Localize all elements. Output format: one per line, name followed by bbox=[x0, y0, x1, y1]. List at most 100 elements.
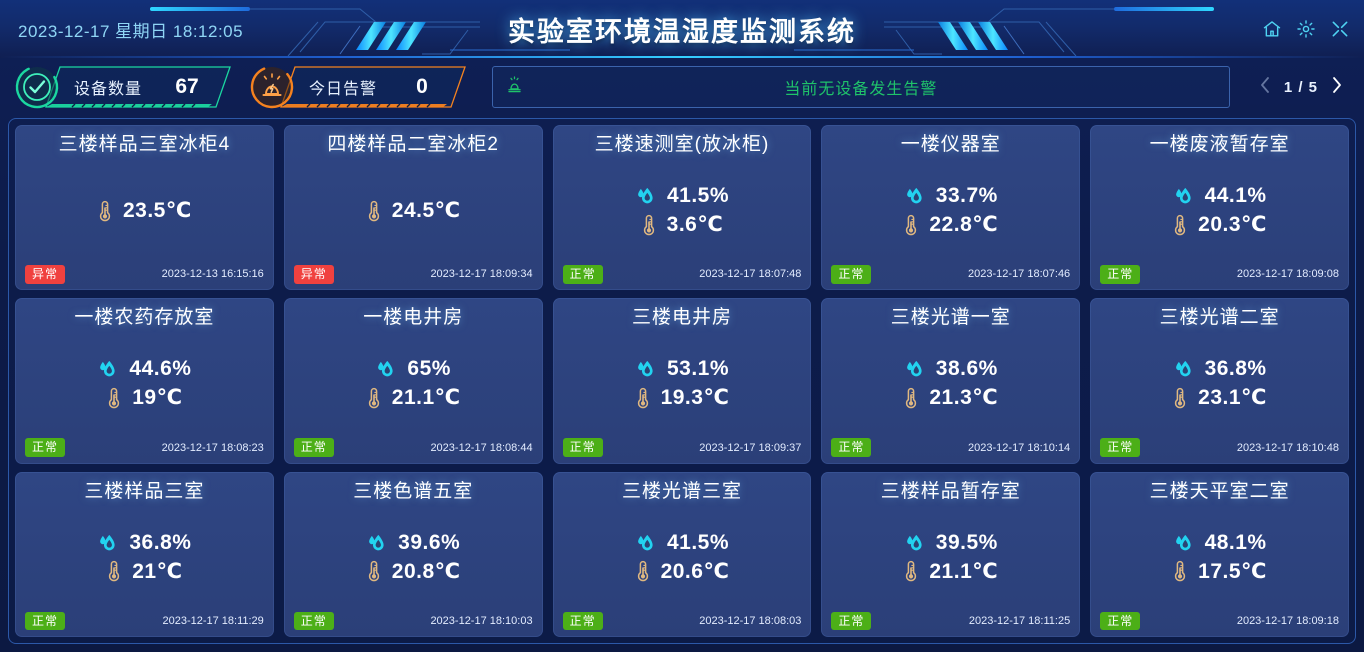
temperature-value: 23.5℃ bbox=[122, 199, 192, 223]
device-card[interactable]: 四楼样品二室冰柜2 24.5℃ 异常 2023-12-17 18:09:34 bbox=[283, 125, 543, 291]
device-card[interactable]: 三楼光谱三室 41.5% 20.6℃ 正常 2023-12-17 18:08:03 bbox=[552, 471, 812, 637]
device-card[interactable]: 三楼电井房 53.1% 19.3℃ 正常 2023-12-17 18:09:37 bbox=[552, 298, 812, 464]
status-badge: 正常 bbox=[831, 438, 872, 457]
temperature-reading: 21.1℃ bbox=[831, 559, 1070, 584]
device-card-title: 一楼农药存放室 bbox=[74, 307, 215, 329]
device-card[interactable]: 一楼废液暂存室 44.1% 20.3℃ 正常 2023-12-17 18:09:08 bbox=[1090, 125, 1349, 291]
humidity-value: 44.1% bbox=[1204, 184, 1267, 208]
status-badge: 正常 bbox=[25, 611, 66, 631]
temperature-value: 20.8℃ bbox=[391, 559, 461, 583]
alert-banner[interactable]: 当前无设备发生告警 bbox=[492, 66, 1230, 108]
device-readings: 39.6% 20.8℃ bbox=[294, 505, 533, 609]
temperature-value: 22.8℃ bbox=[929, 213, 999, 237]
device-card-footer: 正常 2023-12-17 18:07:46 bbox=[831, 264, 1070, 284]
last-update-timestamp: 2023-12-17 18:11:29 bbox=[162, 614, 264, 627]
temperature-value: 19℃ bbox=[132, 386, 183, 410]
humidity-reading: 33.7% bbox=[831, 184, 1070, 208]
water-drop-icon bbox=[904, 185, 926, 207]
last-update-timestamp: 2023-12-17 18:09:34 bbox=[430, 268, 533, 281]
device-card[interactable]: 一楼电井房 65% 21.1℃ 正常 2023-12-17 18:08:44 bbox=[283, 298, 543, 464]
temperature-value: 21.1℃ bbox=[391, 386, 461, 410]
temperature-value: 21.3℃ bbox=[929, 386, 999, 410]
thermometer-icon bbox=[97, 199, 113, 223]
humidity-reading: 36.8% bbox=[25, 531, 264, 555]
water-drop-icon bbox=[97, 358, 119, 380]
device-card[interactable]: 一楼农药存放室 44.6% 19℃ 正常 2023-12-17 18:08:23 bbox=[15, 298, 274, 464]
device-card[interactable]: 三楼样品三室 36.8% 21℃ 正常 2023-12-17 18:11:29 bbox=[15, 471, 274, 637]
water-drop-icon bbox=[1173, 358, 1195, 380]
humidity-value: 41.5% bbox=[666, 184, 730, 208]
device-card-footer: 异常 2023-12-17 18:09:34 bbox=[293, 264, 533, 284]
humidity-value: 39.5% bbox=[935, 530, 998, 554]
device-card[interactable]: 三楼光谱二室 36.8% 23.1℃ 正常 2023-12-17 18:10:48 bbox=[1090, 298, 1349, 464]
device-card-title: 三楼天平室二室 bbox=[1149, 480, 1290, 502]
fullscreen-icon[interactable] bbox=[1330, 19, 1350, 39]
temperature-value: 20.6℃ bbox=[660, 559, 730, 583]
water-drop-icon bbox=[635, 185, 657, 207]
water-drop-icon bbox=[375, 358, 397, 380]
humidity-reading: 38.6% bbox=[831, 357, 1070, 381]
water-drop-icon bbox=[1173, 532, 1195, 554]
last-update-timestamp: 2023-12-17 18:11:25 bbox=[968, 614, 1071, 627]
device-card-title: 一楼电井房 bbox=[363, 307, 464, 329]
status-badge: 正常 bbox=[1100, 265, 1141, 284]
device-card-title: 三楼样品暂存室 bbox=[880, 480, 1021, 502]
status-badge: 正常 bbox=[25, 438, 66, 457]
temperature-reading: 20.3℃ bbox=[1100, 212, 1339, 237]
humidity-value: 39.6% bbox=[398, 530, 461, 554]
device-card[interactable]: 一楼仪器室 33.7% 22.8℃ 正常 2023-12-17 18:07:46 bbox=[821, 125, 1081, 291]
device-readings: 44.6% 19℃ bbox=[25, 332, 264, 436]
water-drop-icon bbox=[1173, 185, 1195, 207]
device-count-label: 设备数量 bbox=[74, 81, 143, 98]
status-badge: 正常 bbox=[562, 265, 603, 284]
check-circle-icon bbox=[14, 64, 60, 110]
temperature-value: 24.5℃ bbox=[391, 199, 461, 223]
device-readings: 38.6% 21.3℃ bbox=[831, 332, 1070, 436]
last-update-timestamp: 2023-12-17 18:08:44 bbox=[430, 441, 533, 454]
temperature-reading: 24.5℃ bbox=[294, 198, 533, 223]
device-readings: 36.8% 21℃ bbox=[25, 505, 264, 609]
device-card-title: 三楼色谱五室 bbox=[353, 480, 474, 502]
device-card-footer: 正常 2023-12-17 18:10:48 bbox=[1100, 438, 1339, 458]
last-update-timestamp: 2023-12-13 16:15:16 bbox=[161, 268, 264, 281]
last-update-timestamp: 2023-12-17 18:09:37 bbox=[699, 441, 802, 454]
humidity-value: 41.5% bbox=[666, 530, 730, 554]
humidity-reading: 65% bbox=[294, 357, 533, 381]
device-card[interactable]: 三楼速测室(放冰柜) 41.5% 3.6℃ 正常 2023-12-17 18:07:… bbox=[552, 125, 812, 291]
temperature-reading: 20.8℃ bbox=[294, 559, 533, 584]
status-badge: 正常 bbox=[293, 438, 334, 457]
today-alarm-badge[interactable]: 今日告警 0 bbox=[247, 64, 472, 110]
home-icon[interactable] bbox=[1262, 19, 1282, 39]
device-count-badge[interactable]: 设备数量 67 bbox=[12, 64, 237, 110]
humidity-reading: 41.5% bbox=[563, 531, 802, 555]
device-card[interactable]: 三楼光谱一室 38.6% 21.3℃ 正常 2023-12-17 18:10:14 bbox=[821, 298, 1081, 464]
device-card[interactable]: 三楼样品三室冰柜4 23.5℃ 异常 2023-12-13 16:15:16 bbox=[15, 125, 274, 291]
device-readings: 39.5% 21.1℃ bbox=[831, 505, 1070, 609]
temperature-value: 20.3℃ bbox=[1198, 213, 1267, 237]
device-card-footer: 正常 2023-12-17 18:09:18 bbox=[1100, 611, 1339, 631]
last-update-timestamp: 2023-12-17 18:08:03 bbox=[699, 614, 802, 627]
last-update-timestamp: 2023-12-17 18:07:46 bbox=[968, 268, 1071, 281]
device-card[interactable]: 三楼样品暂存室 39.5% 21.1℃ 正常 2023-12-17 18:11:25 bbox=[821, 471, 1081, 637]
last-update-timestamp: 2023-12-17 18:07:48 bbox=[699, 268, 802, 281]
app-header: 2023-12-17 星期日 18:12:05 实验室环境温湿度监测系统 bbox=[0, 0, 1364, 58]
temperature-reading: 21.3℃ bbox=[831, 385, 1070, 410]
alarm-light-icon bbox=[249, 64, 295, 110]
water-drop-icon bbox=[366, 532, 388, 554]
prev-page-button[interactable] bbox=[1258, 75, 1272, 100]
device-readings: 53.1% 19.3℃ bbox=[563, 332, 802, 436]
humidity-value: 36.8% bbox=[1204, 357, 1267, 381]
device-card-footer: 正常 2023-12-17 18:08:03 bbox=[562, 611, 802, 631]
device-card-footer: 正常 2023-12-17 18:08:44 bbox=[293, 438, 533, 458]
gear-icon[interactable] bbox=[1296, 19, 1316, 39]
humidity-value: 65% bbox=[407, 357, 451, 381]
device-card-footer: 正常 2023-12-17 18:07:48 bbox=[562, 264, 802, 284]
device-card-title: 三楼样品三室冰柜4 bbox=[58, 134, 231, 155]
humidity-reading: 53.1% bbox=[563, 357, 802, 381]
thermometer-icon bbox=[366, 559, 382, 583]
device-card-footer: 正常 2023-12-17 18:10:14 bbox=[831, 438, 1070, 458]
humidity-value: 33.7% bbox=[935, 184, 998, 208]
device-card[interactable]: 三楼色谱五室 39.6% 20.8℃ 正常 2023-12-17 18:10:03 bbox=[283, 471, 543, 637]
next-page-button[interactable] bbox=[1330, 75, 1344, 100]
device-card[interactable]: 三楼天平室二室 48.1% 17.5℃ 正常 2023-12-17 18:09:18 bbox=[1090, 471, 1349, 637]
